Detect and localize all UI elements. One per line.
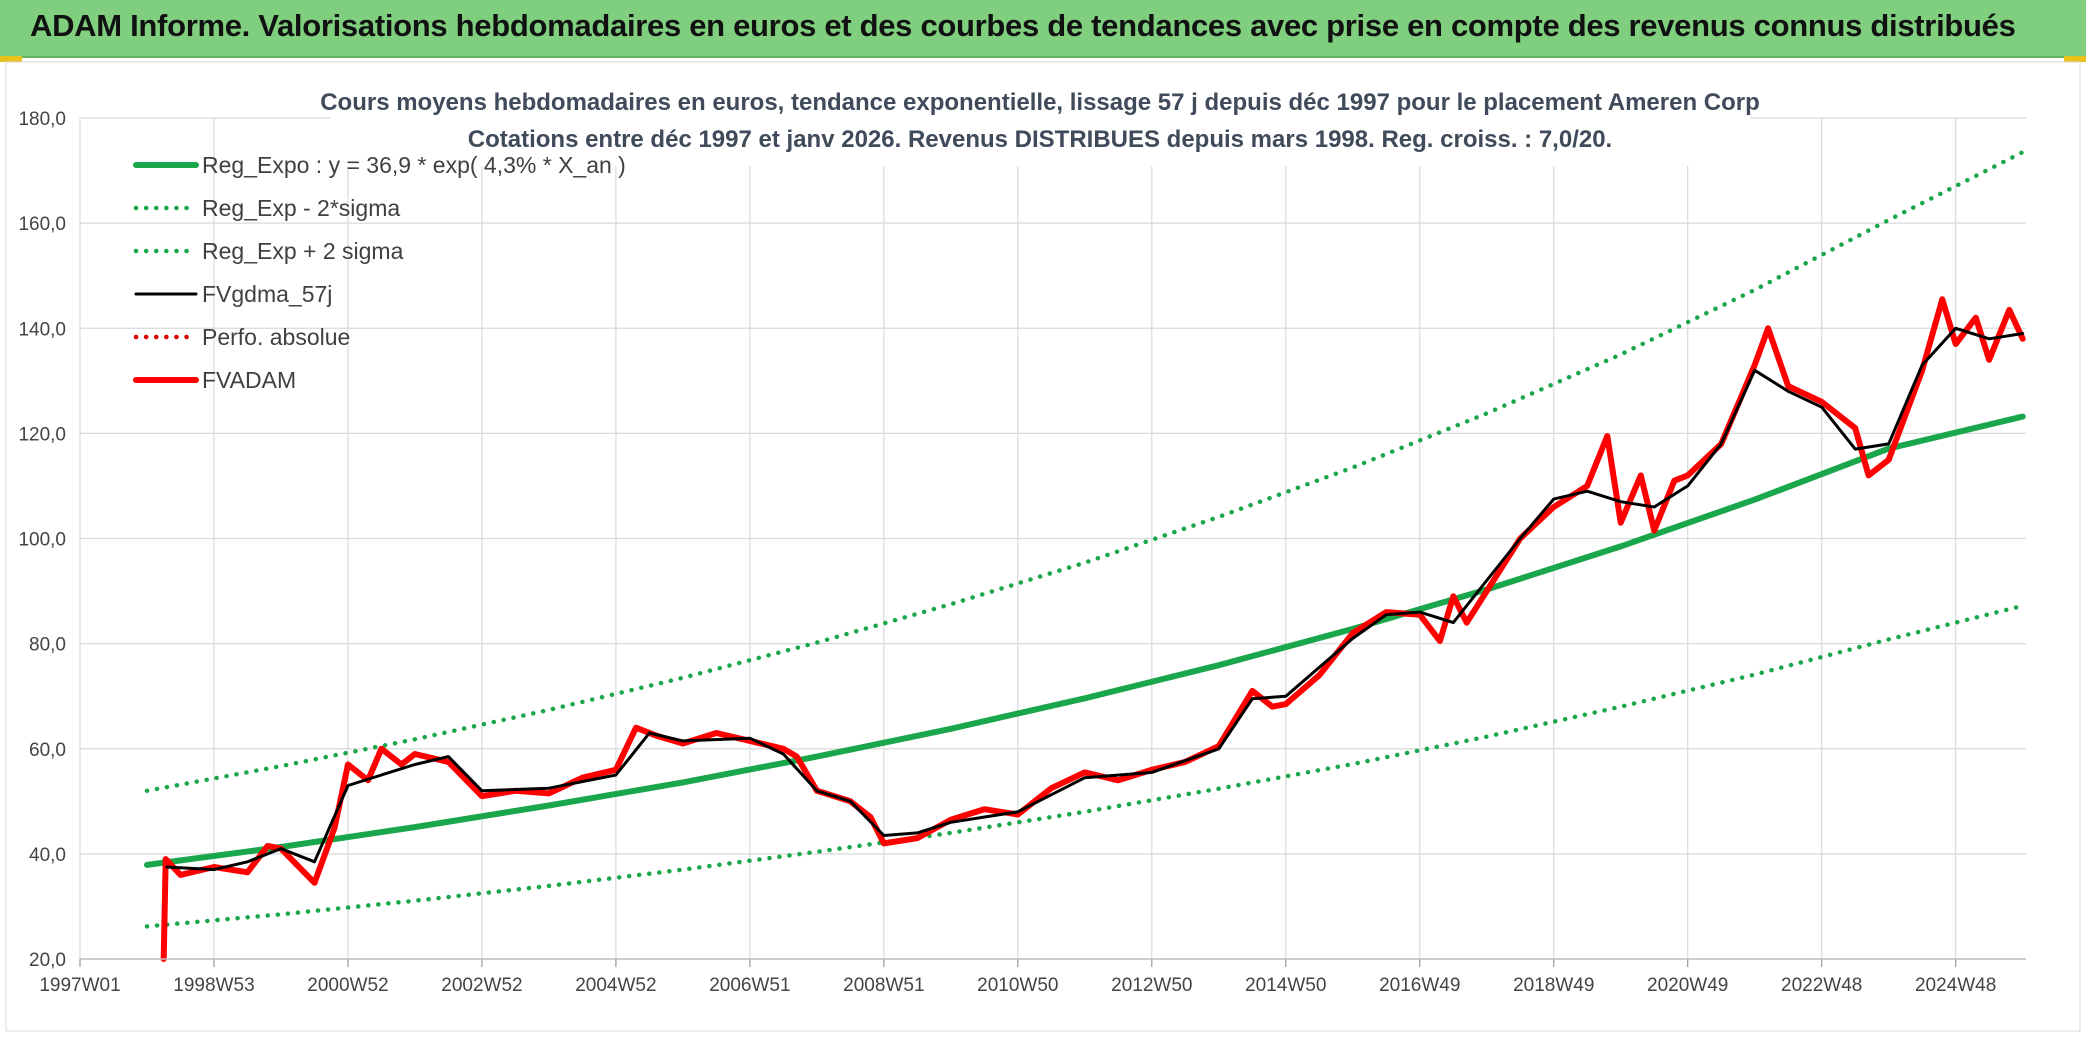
title-backdrop: [330, 82, 1750, 166]
y-tick-label: 80,0: [29, 635, 66, 656]
legend-label: Perfo. absolue: [202, 324, 350, 350]
legend-label: FVADAM: [202, 367, 296, 393]
x-tick-label: 2002W52: [441, 975, 522, 996]
x-tick-label: 2014W50: [1245, 975, 1326, 996]
x-tick-label: 2022W48: [1781, 975, 1862, 996]
y-tick-label: 120,0: [18, 424, 66, 445]
x-tick-label: 2008W51: [843, 975, 924, 996]
y-tick-label: 20,0: [29, 950, 66, 971]
y-tick-label: 180,0: [18, 109, 66, 130]
legend: Reg_Expo : y = 36,9 * exp( 4,3% * X_an )…: [133, 152, 626, 393]
series-line-reg-exp-2-sigma: [144, 149, 2025, 794]
y-tick-label: 160,0: [18, 214, 66, 235]
report-banner: ADAM Informe. Valorisations hebdomadaire…: [0, 0, 2086, 58]
x-tick-label: 2020W49: [1647, 975, 1728, 996]
series-line-reg-expo-y-36-9-exp-4-3-x-an: [144, 413, 2026, 868]
chart-title: Cours moyens hebdomadaires en euros, ten…: [320, 89, 1760, 116]
x-tick-label: 2010W50: [977, 975, 1058, 996]
legend-label: FVgdma_57j: [202, 281, 332, 307]
banner-corner-left: [0, 56, 22, 62]
report-title: ADAM Informe. Valorisations hebdomadaire…: [30, 8, 2016, 43]
x-tick-label: 2016W49: [1379, 975, 1460, 996]
chart-title-block: Cours moyens hebdomadaires en euros, ten…: [320, 82, 1760, 166]
y-tick-label: 140,0: [18, 319, 66, 340]
x-tick-label: 2004W52: [575, 975, 656, 996]
x-tick-label: 1998W53: [173, 975, 254, 996]
y-tick-label: 100,0: [18, 530, 66, 551]
banner-corner-right: [2064, 56, 2086, 62]
x-tick-label: 2018W49: [1513, 975, 1594, 996]
axes: 20,0 40,0 60,0 80,0 100,0 120,0 140,0 160,0 180,…: [18, 109, 2026, 996]
legend-label: Reg_Exp + 2 sigma: [202, 238, 404, 264]
legend-label: Reg_Exp - 2*sigma: [202, 195, 400, 221]
x-tick-label: 2006W51: [709, 975, 790, 996]
series-layer: [144, 149, 2026, 962]
line-chart: 20,0 40,0 60,0 80,0 100,0 120,0 140,0 160,0 180,…: [5, 61, 2081, 1032]
plot-frame: [5, 61, 2081, 1032]
y-tick-label: 60,0: [29, 740, 66, 761]
chart-subtitle: Cotations entre déc 1997 et janv 2026. R…: [468, 126, 1612, 153]
x-tick-label: 2000W52: [307, 975, 388, 996]
x-tick-label: 2012W50: [1111, 975, 1192, 996]
series-line-reg-exp-2-sigma: [144, 603, 2025, 929]
x-tick-label: 1997W01: [39, 975, 120, 996]
series-line-fvadam: [160, 296, 2026, 962]
legend-label: Reg_Expo : y = 36,9 * exp( 4,3% * X_an ): [202, 152, 626, 178]
x-tick-label: 2024W48: [1915, 975, 1996, 996]
y-tick-label: 40,0: [29, 845, 66, 866]
series-line-fvgdma-57j: [165, 326, 2025, 872]
chart-area: 20,0 40,0 60,0 80,0 100,0 120,0 140,0 160,0 180,…: [0, 58, 2086, 1037]
